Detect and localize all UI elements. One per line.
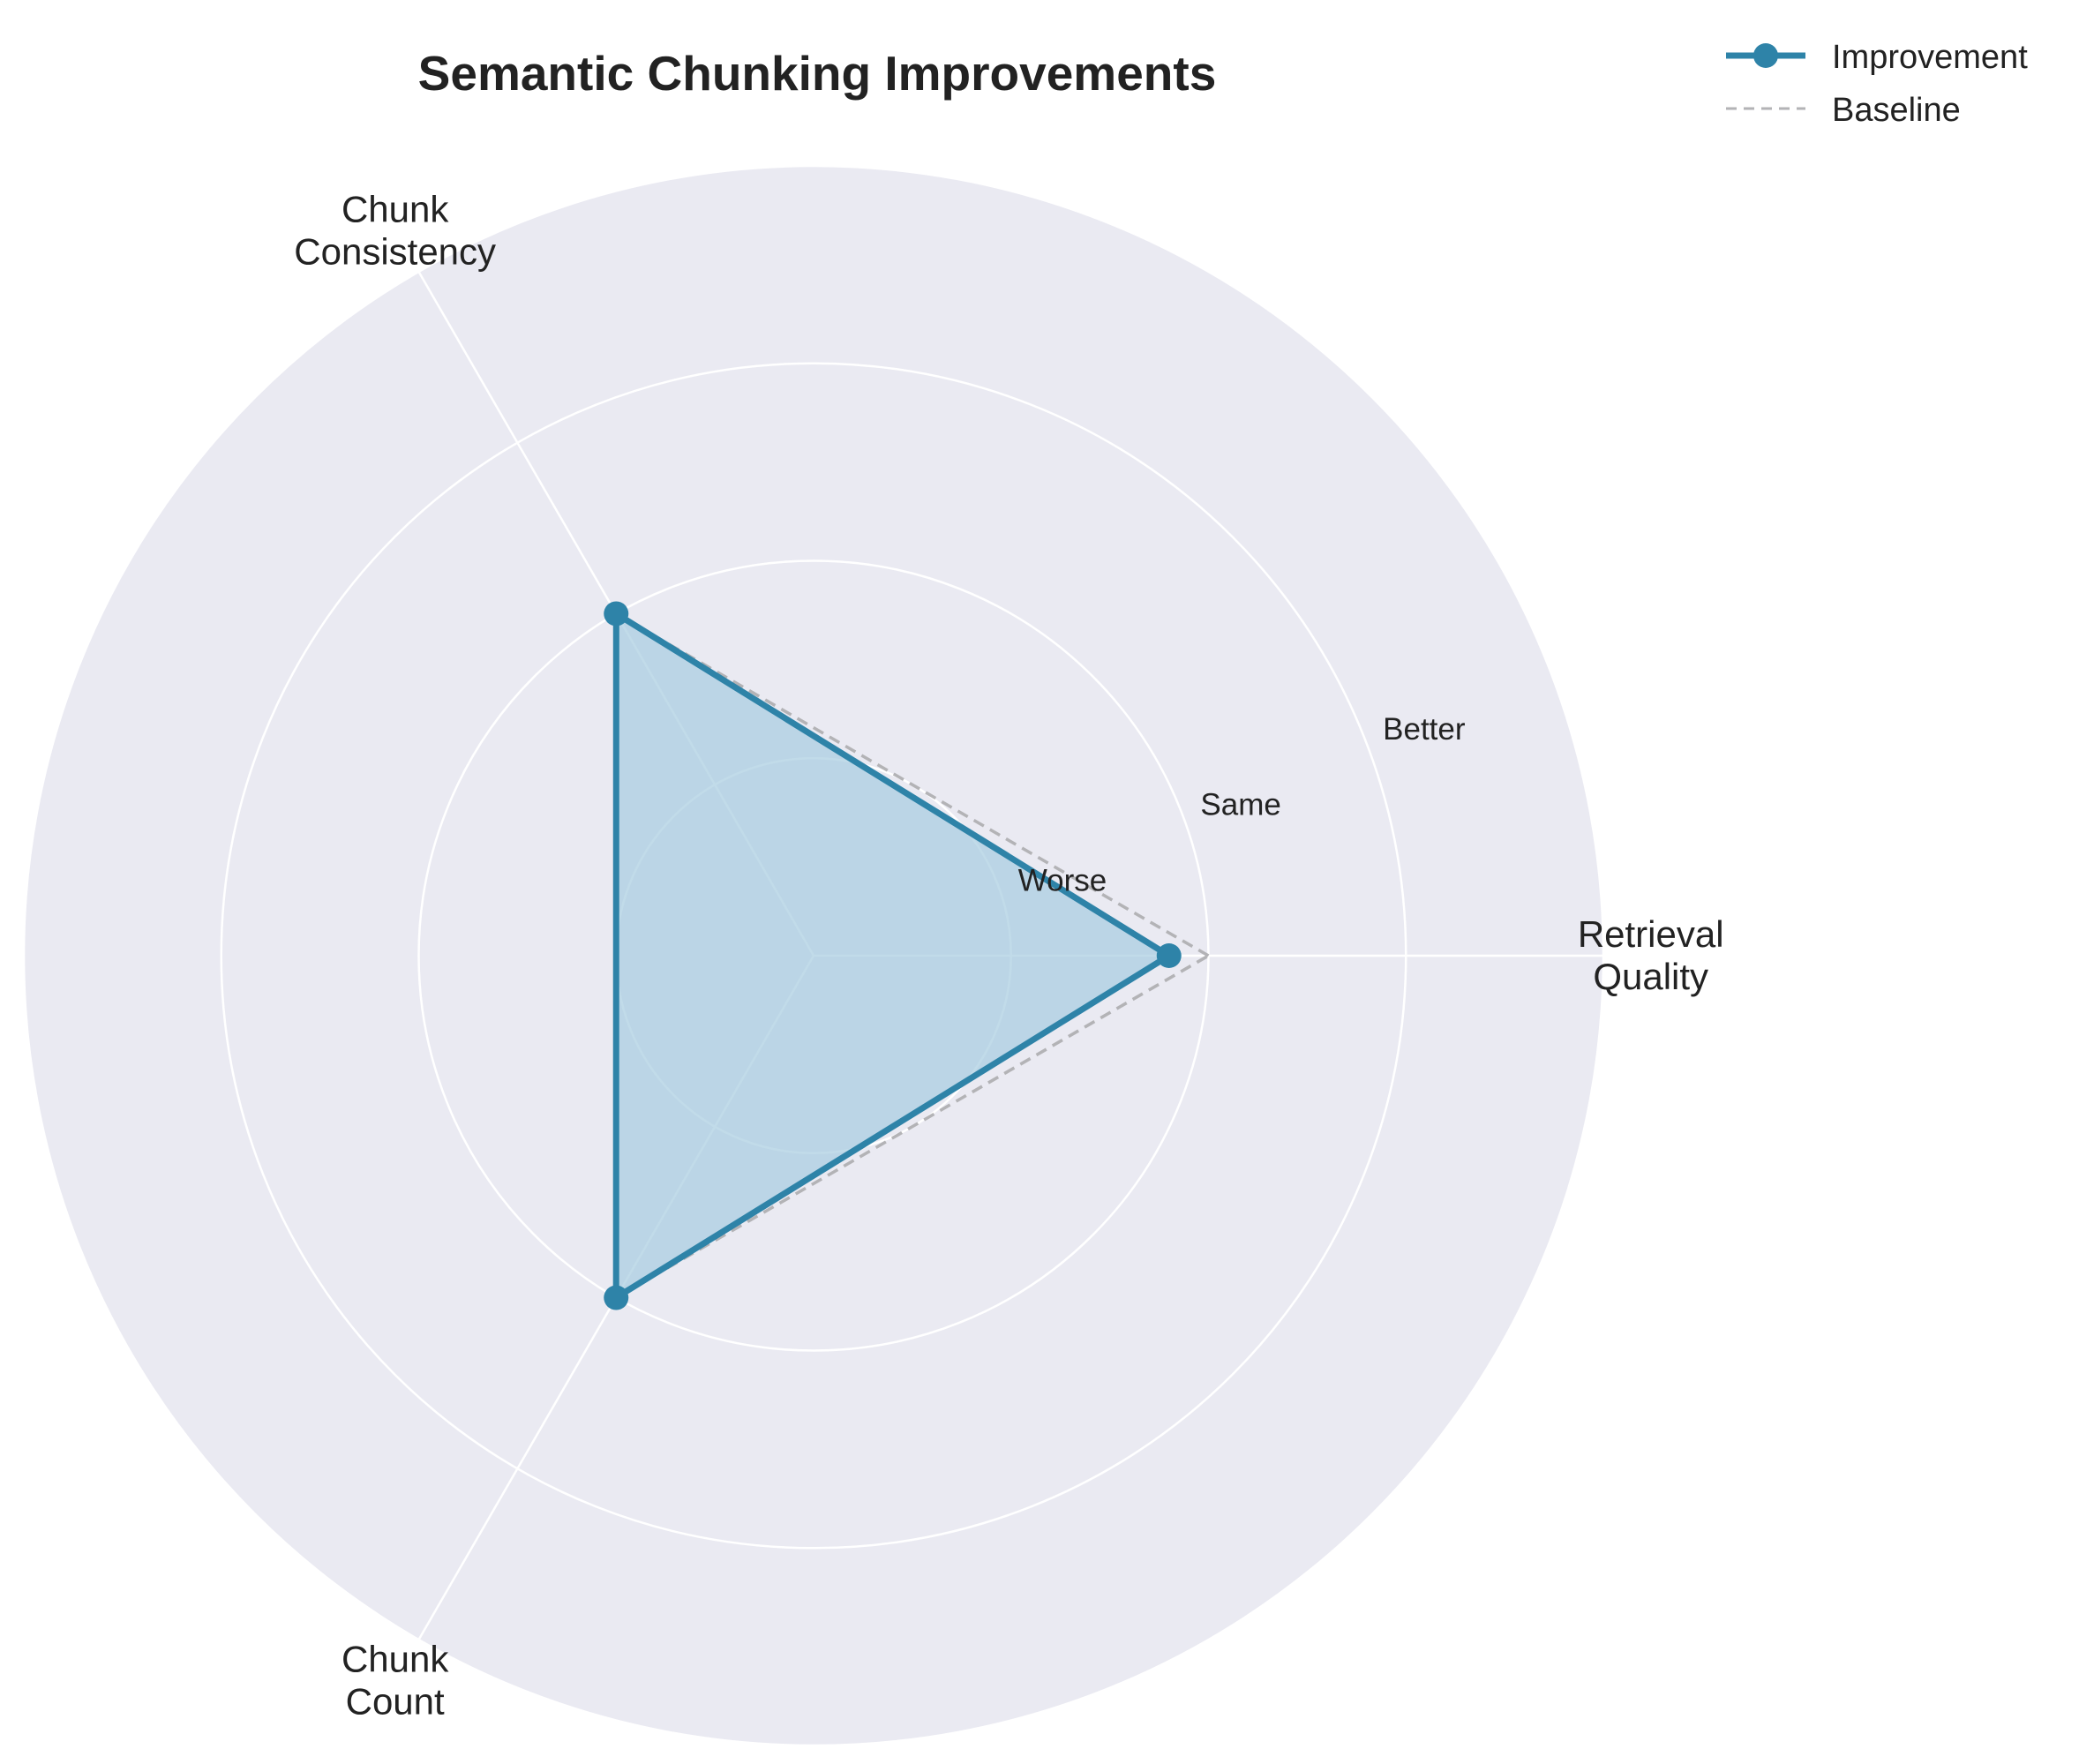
improvement-point [604, 1285, 629, 1310]
improvement-point [1156, 943, 1182, 968]
improvement-series-line [612, 611, 1173, 1301]
legend-baseline-label: Baseline [1832, 92, 1961, 129]
legend-improvement-label: Improvement [1832, 39, 2028, 76]
chart-title: Semantic Chunking Improvements [418, 46, 1217, 101]
legend-item-baseline: Baseline [1726, 92, 1961, 129]
radial-tick-label: Same [1200, 788, 1280, 822]
improvement-point [604, 601, 629, 627]
axis-label-line: Consistency [294, 230, 496, 272]
axis-label: Chunk Consistency [294, 188, 496, 272]
axis-label: Chunk Count [341, 1639, 449, 1723]
axis-label-line: Count [346, 1681, 445, 1723]
axis-label-line: Quality [1593, 956, 1708, 997]
legend-improvement-marker [1753, 43, 1778, 68]
radial-tick-label: Better [1383, 712, 1466, 747]
axis-label: Retrieval Quality [1578, 913, 1724, 997]
axis-label-line: Retrieval [1578, 913, 1724, 955]
legend: Improvement Baseline [1726, 39, 2028, 129]
axis-label-line: Chunk [341, 188, 449, 229]
axis-label-line: Chunk [341, 1639, 449, 1680]
radial-tick-label: Worse [1018, 863, 1107, 897]
legend-item-improvement: Improvement [1726, 39, 2028, 76]
improvement-area [616, 613, 1169, 1298]
